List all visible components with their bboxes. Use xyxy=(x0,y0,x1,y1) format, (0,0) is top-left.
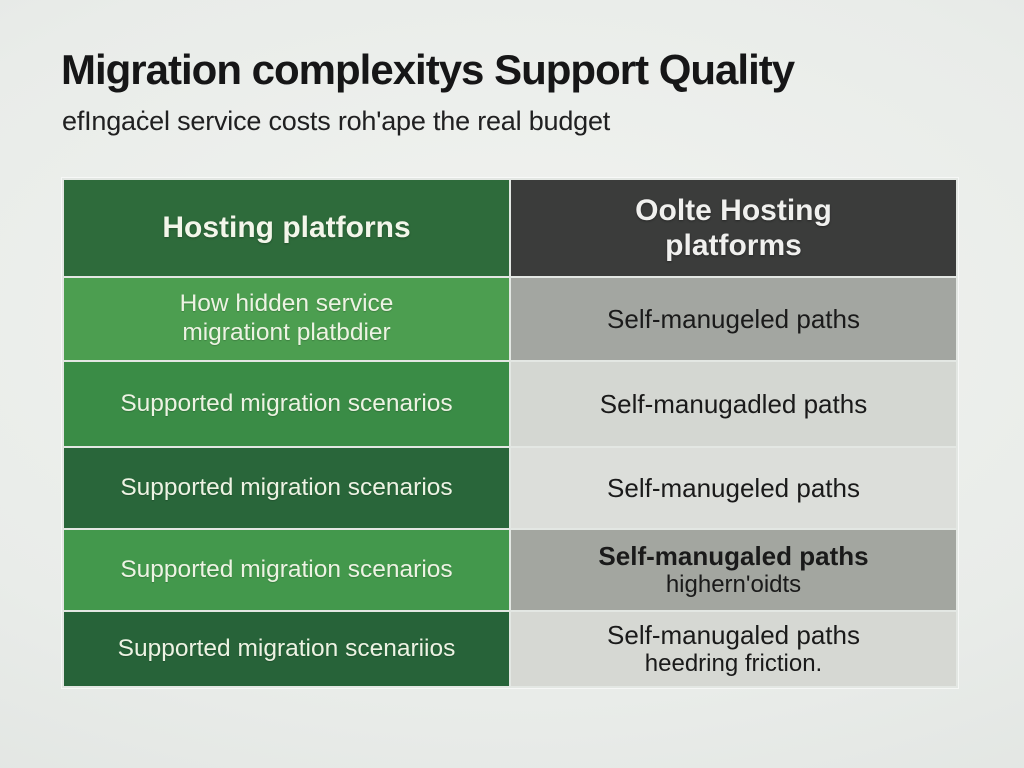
cell-text-line: How hidden service xyxy=(179,290,394,318)
column-header-label: Oolte Hosting platforms xyxy=(635,193,832,262)
table-row: Supported migration scenariios Self-manu… xyxy=(64,612,956,686)
cell-text-line: Self-manugadled paths xyxy=(599,388,868,419)
cell-text-line: Self-manugeled paths xyxy=(607,303,860,334)
cell-text-line: Supported migration scenarios xyxy=(120,389,453,417)
row5-left-cell: Supported migration scenariios xyxy=(64,612,509,686)
column-header-hosting-platforms: Hosting platforns xyxy=(64,180,509,276)
cell-text-line: Self-manugaled paths xyxy=(607,619,860,650)
cell-text-line: Supported migration scenariios xyxy=(117,634,456,662)
column-header-oolte-hosting: Oolte Hosting platforms xyxy=(511,180,956,276)
row1-right-cell: Self-manugeled paths xyxy=(511,278,956,360)
row2-right-cell: Self-manugadled paths xyxy=(511,362,956,446)
cell-text-line: highern'oidts xyxy=(665,571,802,599)
page-title: Migration complexitys Support Quality xyxy=(61,46,795,93)
row2-left-cell: Supported migration scenarios xyxy=(64,362,509,446)
row5-right-cell: Self-manugaled paths heedring friction. xyxy=(511,612,956,686)
comparison-table: Hosting platforns Oolte Hosting platform… xyxy=(62,178,958,688)
row4-right-cell: Self-manugaled paths highern'oidts xyxy=(511,530,956,610)
cell-text-line: Self-manugaled paths xyxy=(598,540,869,571)
table-row: Supported migration scenarios Self-manug… xyxy=(64,530,956,610)
cell-text-line: Supported migration scenarios xyxy=(120,555,453,583)
page-subtitle: efIngaċel service costs roh'ape the real… xyxy=(62,106,611,136)
row4-left-cell: Supported migration scenarios xyxy=(64,530,509,610)
cell-text-line: heedring friction. xyxy=(644,650,823,678)
cell-text-line: migrationt platbdier xyxy=(182,319,391,346)
cell-text-line: Supported migration scenarios xyxy=(120,473,453,501)
row1-left-cell: How hidden service migrationt platbdier xyxy=(64,278,509,360)
table-header-row: Hosting platforns Oolte Hosting platform… xyxy=(64,180,956,276)
table-row: Supported migration scenarios Self-manug… xyxy=(64,362,956,446)
table-row: How hidden service migrationt platbdier … xyxy=(64,278,956,360)
row3-right-cell: Self-manugeled paths xyxy=(511,448,956,528)
table-row: Supported migration scenarios Self-manug… xyxy=(64,448,956,528)
column-header-label: Hosting platforns xyxy=(162,211,411,245)
row3-left-cell: Supported migration scenarios xyxy=(64,448,509,528)
cell-text-line: Self-manugeled paths xyxy=(607,472,860,503)
